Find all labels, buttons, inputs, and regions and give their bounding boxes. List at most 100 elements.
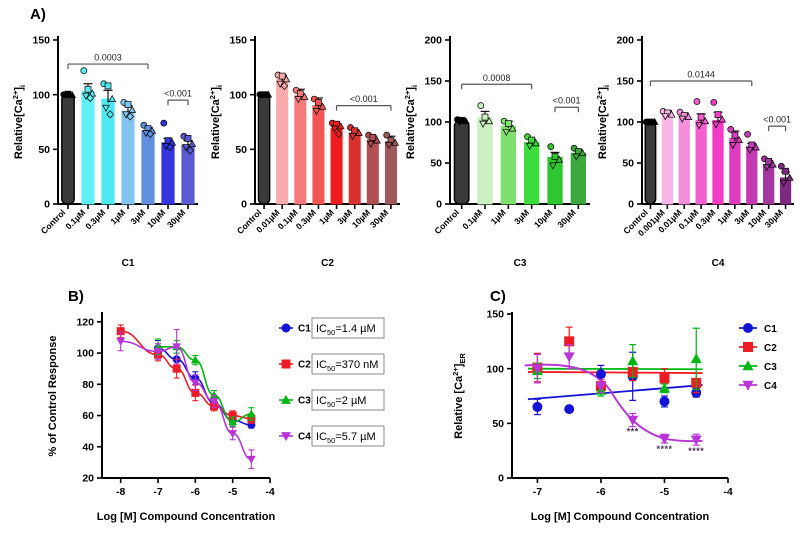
data-point: [549, 162, 557, 170]
data-point: [124, 101, 132, 108]
y-tick-label: 50: [492, 418, 504, 430]
bar-C3-2: [500, 125, 516, 205]
data-point: [300, 92, 309, 100]
data-point: [354, 128, 363, 136]
series-line-C4: [120, 340, 252, 461]
x-category-label: 1µM: [715, 207, 734, 226]
bar-C2-3: [312, 105, 325, 205]
x-category-label: 10µM: [145, 207, 167, 229]
y-tick-label: 50: [235, 144, 247, 156]
data-point: [508, 124, 517, 132]
data-point: [782, 167, 789, 175]
y-tick-label: 50: [38, 144, 50, 156]
data-point-C2: [116, 327, 125, 336]
group-label-C1: C1: [122, 258, 135, 269]
data-point: [128, 105, 137, 113]
x-category-label: Control: [39, 207, 68, 236]
y-tick-label: 0: [44, 199, 50, 211]
bar-C2-2: [294, 95, 307, 205]
data-point-C2: [564, 336, 575, 347]
data-point: [455, 119, 464, 127]
panel-c-chart: 0 50 100 150 -7 -6 -5 -4 Relative [Ca2+]ER Log [M…: [440, 300, 800, 528]
significance-label: <0.001: [763, 115, 791, 125]
data-point: [108, 94, 117, 102]
x-category-label: 10µM: [746, 207, 768, 229]
data-point: [146, 129, 154, 139]
bar-C1-6: [181, 144, 195, 205]
y-tick-label: 0: [241, 199, 247, 211]
y-tick-label: 50: [430, 158, 442, 170]
data-point: [714, 111, 722, 118]
data-point: [84, 85, 92, 93]
data-point: [477, 102, 485, 109]
data-point: [718, 115, 727, 123]
ic50-value-C1: IC50=1.4 µM: [316, 323, 376, 337]
bar-C1-5: [161, 142, 175, 205]
x-tick-label: -4: [723, 486, 732, 498]
data-point: [479, 120, 487, 128]
bar-C2-6: [366, 139, 379, 205]
legend-label-C2: C2: [764, 343, 777, 354]
trend-line-C2: [527, 371, 703, 374]
data-point: [373, 136, 381, 144]
data-point: [547, 143, 555, 150]
panel-c-letter: C): [490, 288, 506, 305]
data-point: [166, 143, 174, 152]
y-tick-label: 100: [32, 89, 50, 101]
data-point: [765, 158, 773, 165]
y-tick-label: 100: [616, 117, 634, 129]
data-point: [296, 90, 304, 97]
data-point: [667, 110, 676, 118]
data-point: [504, 120, 512, 127]
data-point: [678, 115, 687, 123]
data-point: [697, 113, 705, 121]
y-tick-label: 100: [229, 89, 247, 101]
bar-C4-3: [695, 119, 707, 205]
data-point: [106, 110, 114, 119]
data-point-C4: [531, 364, 543, 375]
data-point: [348, 133, 357, 141]
data-point-C3: [190, 355, 200, 364]
y-tick-label: 150: [229, 35, 247, 47]
bar-C1-4: [141, 130, 155, 205]
data-point: [294, 96, 303, 104]
bar-C4-2: [678, 115, 690, 205]
ic50-box-C4: [311, 425, 385, 447]
data-point: [745, 146, 754, 155]
ic50-value-C3: IC50=2 µM: [316, 395, 366, 409]
data-point: [731, 131, 739, 139]
bar-C4-6: [746, 146, 758, 205]
legend-label-C4: C4: [298, 432, 311, 443]
series-line-C2: [120, 330, 252, 420]
data-point: [258, 91, 266, 99]
data-point-C1: [532, 401, 543, 412]
data-point: [572, 153, 581, 161]
data-point: [68, 91, 77, 99]
x-category-label: 3µM: [512, 207, 531, 226]
y-tick-label: 150: [616, 76, 634, 88]
x-category-label: 10µM: [350, 207, 372, 229]
panel-a-letter: A): [30, 6, 46, 23]
ic50-value-C4: IC50=5.7 µM: [316, 431, 376, 445]
y-tick-label: 100: [424, 117, 442, 129]
ic50-box-C1: [311, 317, 385, 339]
y-axis-title: Relative[Ca2+]i: [595, 85, 611, 159]
y-tick-label: 100: [76, 348, 94, 360]
bar-C3-1: [477, 117, 493, 205]
data-point: [186, 146, 194, 155]
y-tick-label: 40: [82, 441, 94, 453]
bar-C4-4: [712, 119, 724, 205]
data-point-C3: [658, 382, 670, 393]
data-point-C4: [228, 430, 238, 439]
x-category-label: Control: [432, 207, 461, 236]
data-point: [102, 104, 110, 112]
data-point: [86, 93, 94, 103]
data-point-C2: [172, 364, 181, 373]
data-point: [481, 113, 489, 121]
data-point: [318, 102, 327, 110]
data-point: [461, 117, 470, 125]
data-point: [122, 111, 130, 119]
y-axis-title: Relative[Ca2+]i: [11, 85, 27, 159]
panel-b-letter: B): [68, 288, 84, 305]
panel-a-charts: 0 50 100 150 Relative[Ca2+]i 0.0003 <0.001 Cont…: [0, 22, 800, 272]
